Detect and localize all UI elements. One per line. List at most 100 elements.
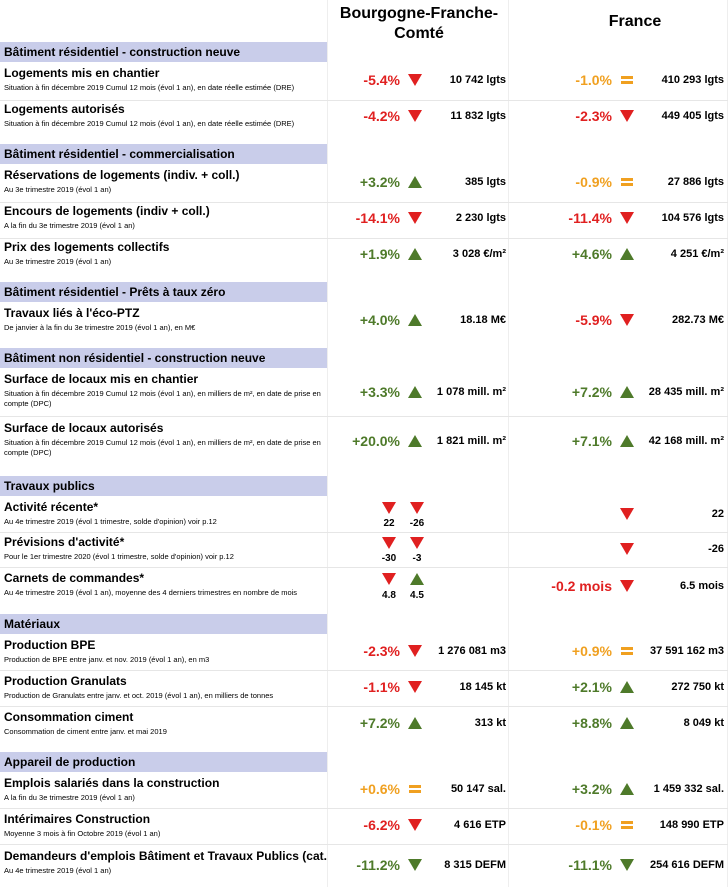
row-subtitle: Au 3e trimestre 2019 (évol 1 an) <box>4 257 112 266</box>
row-subtitle: Production de Granulats entre janv. et o… <box>4 691 274 700</box>
row-logements-chantier: Logements mis en chantier Situation à fin… <box>0 66 728 100</box>
arrow-down-icon <box>408 681 422 693</box>
france-value: 28 435 mill. m² <box>648 386 724 398</box>
france-value: 1 459 332 sal. <box>653 783 724 795</box>
equal-icon <box>408 783 422 795</box>
arrow-down-icon <box>408 819 422 831</box>
row-divider <box>0 532 728 533</box>
row-subtitle: Au 3e trimestre 2019 (évol 1 an) <box>4 185 112 194</box>
row-title: Prix des logements collectifs <box>4 240 170 254</box>
region-pct: -2.3% <box>363 643 400 659</box>
arrow-up-icon <box>408 435 422 447</box>
row-subtitle: Au 4e trimestre 2019 (évol 1 an) <box>4 866 112 875</box>
row-locaux-autorises: Surface de locaux autorisés Situation à f… <box>0 421 728 465</box>
row-title: Intérimaires Construction <box>4 812 151 826</box>
arrow-up-icon <box>408 386 422 398</box>
header-region: Bourgogne-Franche-Comté <box>339 5 499 42</box>
row-subtitle: A la fin du 3e trimestre 2019 (évol 1 an… <box>4 221 135 230</box>
arrow-down-icon <box>408 110 422 122</box>
arrow-down-icon <box>620 580 634 592</box>
region-value-a: 4.8 <box>382 590 396 601</box>
france-value: 4 251 €/m² <box>670 248 724 260</box>
arrow-down-icon <box>408 212 422 224</box>
section-res-ptz: Bâtiment résidentiel - Prêts à taux zéro <box>0 282 327 302</box>
france-value: 37 591 162 m3 <box>649 645 724 657</box>
region-value-a: -30 <box>381 553 397 564</box>
region-value: 1 276 081 m3 <box>438 645 506 657</box>
row-ciment: Consommation ciment Consommation de cimen… <box>0 710 728 744</box>
region-pct: +4.0% <box>359 312 400 328</box>
region-value: 1 821 mill. m² <box>436 435 506 447</box>
region-value: 313 kt <box>474 717 506 729</box>
france-pct: -1.0% <box>575 72 612 88</box>
arrow-down-icon <box>382 573 396 585</box>
row-divider <box>0 567 728 568</box>
arrow-down-green-icon <box>408 859 422 871</box>
france-value: 27 886 lgts <box>667 176 724 188</box>
header-france: France <box>608 13 662 30</box>
row-title: Surface de locaux mis en chantier <box>4 372 199 386</box>
row-activite: Activité récente* Au 4e trimestre 2019 (é… <box>0 500 728 532</box>
arrow-up-icon <box>408 248 422 260</box>
row-divider <box>0 238 728 239</box>
row-granulats: Production Granulats Production de Granul… <box>0 674 728 706</box>
row-divider <box>0 670 728 671</box>
row-subtitle: Production de BPE entre janv. et nov. 20… <box>4 655 210 664</box>
section-res-com: Bâtiment résidentiel - commercialisation <box>0 144 327 164</box>
row-divider <box>0 100 728 101</box>
row-divider <box>0 808 728 809</box>
arrow-up-icon <box>620 386 634 398</box>
row-subtitle: A la fin du 3e trimestre 2019 (évol 1 an… <box>4 793 135 802</box>
row-title: Travaux liés à l'éco-PTZ <box>4 306 140 320</box>
france-pct: +4.6% <box>571 246 612 262</box>
france-pct: +7.1% <box>571 433 612 449</box>
region-pct: -4.2% <box>363 108 400 124</box>
region-value: 18.18 M€ <box>460 314 506 326</box>
region-pct: +3.2% <box>359 174 400 190</box>
arrow-down-icon <box>382 502 396 514</box>
row-title: Demandeurs d'emplois Bâtiment et Travaux… <box>4 849 327 863</box>
arrow-down-icon <box>620 212 634 224</box>
row-encours: Encours de logements (indiv + coll.) A la… <box>0 204 728 238</box>
row-subtitle: Situation à fin décembre 2019 Cumul 12 m… <box>4 119 295 128</box>
grid-line <box>327 0 328 887</box>
row-title: Encours de logements (indiv + coll.) <box>4 204 210 218</box>
france-pct: +7.2% <box>571 384 612 400</box>
france-pct: -11.1% <box>568 857 612 873</box>
region-value-b: -3 <box>412 553 422 564</box>
region-value: 4 616 ETP <box>454 819 506 831</box>
row-locaux-chantier: Surface de locaux mis en chantier Situati… <box>0 372 728 416</box>
france-value: 8 049 kt <box>683 717 724 729</box>
france-pct: +3.2% <box>571 781 612 797</box>
row-title: Logements autorisés <box>4 102 125 116</box>
section-res-new: Bâtiment résidentiel - construction neuv… <box>0 42 327 62</box>
arrow-up-icon <box>620 681 634 693</box>
arrow-down-icon <box>382 537 396 549</box>
region-value: 3 028 €/m² <box>452 248 506 260</box>
arrow-up-icon <box>408 176 422 188</box>
row-subtitle: Consommation de ciment entre janv. et ma… <box>4 727 167 736</box>
france-pct: +8.8% <box>571 715 612 731</box>
france-value: 22 <box>711 508 724 520</box>
arrow-down-icon <box>410 537 424 549</box>
row-subtitle: Situation à fin décembre 2019 Cumul 12 m… <box>4 389 321 408</box>
section-tp: Travaux publics <box>0 476 327 496</box>
region-value-b: -26 <box>409 518 425 529</box>
region-pct: -1.1% <box>363 679 400 695</box>
france-pct: -0.9% <box>575 174 612 190</box>
region-pct: -5.4% <box>363 72 400 88</box>
row-subtitle: Au 4e trimestre 2019 (évol 1 trimestre, … <box>4 517 217 526</box>
region-value: 11 832 lgts <box>450 110 506 122</box>
row-prix: Prix des logements collectifs Au 3e trime… <box>0 240 728 274</box>
region-value: 385 lgts <box>465 176 506 188</box>
row-demandeurs: Demandeurs d'emplois Bâtiment et Travaux… <box>0 849 728 885</box>
arrow-down-icon <box>620 110 634 122</box>
row-previsions: Prévisions d'activité* Pour le 1er trimes… <box>0 535 728 567</box>
france-pct: +2.1% <box>571 679 612 695</box>
row-emplois: Emplois salariés dans la construction A l… <box>0 776 728 808</box>
france-value: 42 168 mill. m² <box>648 435 724 447</box>
region-pct: +7.2% <box>359 715 400 731</box>
region-pct: -6.2% <box>363 817 400 833</box>
section-nonres: Bâtiment non résidentiel - construction … <box>0 348 327 368</box>
region-pct: -11.2% <box>356 857 400 873</box>
